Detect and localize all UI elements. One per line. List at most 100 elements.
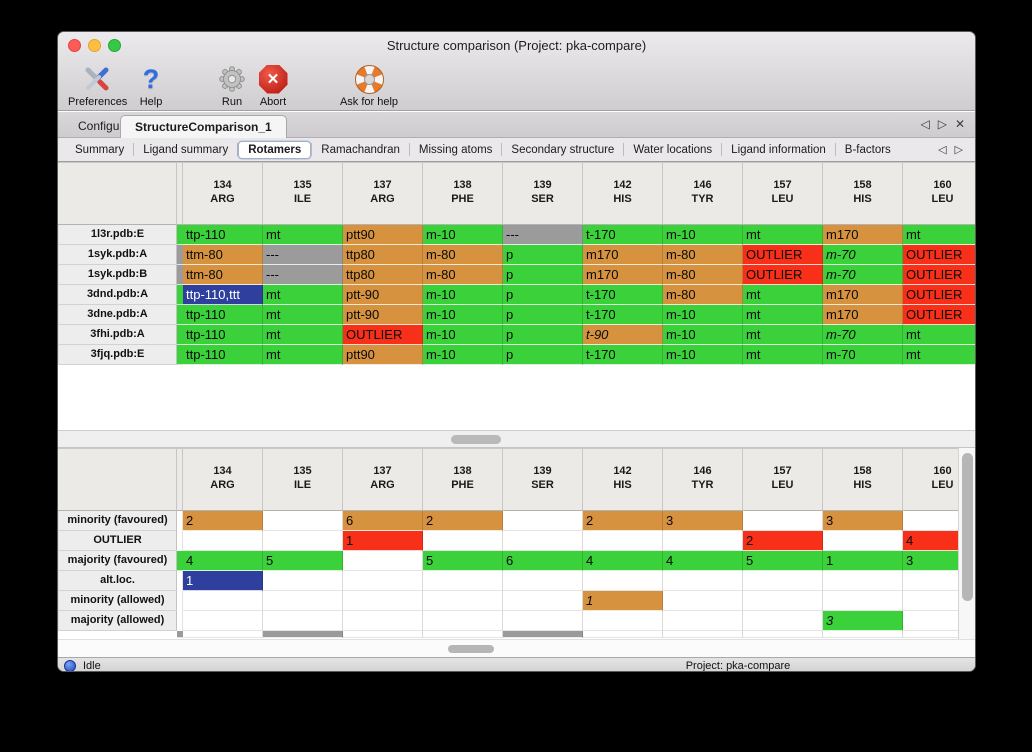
rotamer-cell[interactable]: ttm-80 <box>183 265 263 285</box>
count-cell[interactable] <box>183 591 263 611</box>
count-cell[interactable]: 1 <box>183 571 263 591</box>
rotamer-cell[interactable]: ptt-90 <box>343 305 423 325</box>
count-cell[interactable] <box>663 611 743 631</box>
rotamer-cell[interactable]: OUTLIER <box>903 245 975 265</box>
rotamer-cell[interactable]: m-70 <box>823 325 903 345</box>
rotamer-cell[interactable]: m-70 <box>823 345 903 365</box>
rotamer-cell[interactable]: m-10 <box>423 345 503 365</box>
count-cell[interactable] <box>903 511 975 531</box>
count-cell[interactable] <box>263 631 343 638</box>
rotamer-cell[interactable]: ptt-90 <box>343 285 423 305</box>
rotamer-cell[interactable]: m-80 <box>423 245 503 265</box>
rotamer-cell[interactable]: p <box>503 345 583 365</box>
count-cell[interactable] <box>263 611 343 631</box>
count-cell[interactable] <box>423 531 503 551</box>
count-cell[interactable]: 6 <box>343 511 423 531</box>
count-cell[interactable] <box>663 591 743 611</box>
rotamer-cell[interactable]: m-70 <box>823 245 903 265</box>
count-cell[interactable] <box>423 631 503 638</box>
run-button[interactable]: Run <box>210 63 254 109</box>
count-cell[interactable] <box>743 631 823 638</box>
count-cell[interactable]: 3 <box>823 611 903 631</box>
count-cell[interactable] <box>503 591 583 611</box>
horizontal-scrollbar-thumb[interactable] <box>448 645 494 653</box>
count-cell[interactable] <box>903 571 975 591</box>
subtab-ligand-information[interactable]: Ligand information <box>731 143 826 156</box>
count-cell[interactable] <box>423 591 503 611</box>
count-cell[interactable] <box>503 611 583 631</box>
rotamer-cell[interactable]: ptt90 <box>343 345 423 365</box>
count-cell[interactable]: 4 <box>903 531 975 551</box>
count-cell[interactable] <box>823 591 903 611</box>
count-cell[interactable]: 5 <box>743 551 823 571</box>
rotamer-cell[interactable]: m-10 <box>663 225 743 245</box>
rotamer-cell[interactable]: m-10 <box>663 325 743 345</box>
count-cell[interactable]: 5 <box>423 551 503 571</box>
row-label[interactable]: majority (allowed) <box>58 611 177 631</box>
count-cell[interactable]: 4 <box>183 551 263 571</box>
row-label[interactable]: alt.loc. <box>58 571 177 591</box>
rotamer-cell[interactable]: t-170 <box>583 285 663 305</box>
count-cell[interactable]: 2 <box>583 511 663 531</box>
count-cell[interactable] <box>503 631 583 638</box>
count-cell[interactable]: 2 <box>183 511 263 531</box>
rotamer-cell[interactable]: p <box>503 245 583 265</box>
rotamer-cell[interactable]: mt <box>743 345 823 365</box>
rotamer-cell[interactable]: mt <box>263 285 343 305</box>
rotamer-cell[interactable]: m-80 <box>423 265 503 285</box>
rotamer-cell[interactable]: OUTLIER <box>743 245 823 265</box>
count-cell[interactable] <box>343 631 423 638</box>
rotamer-cell[interactable]: mt <box>903 325 975 345</box>
rotamer-cell[interactable]: m170 <box>823 225 903 245</box>
help-button[interactable]: ? Help <box>130 63 172 109</box>
rotamer-cell[interactable]: OUTLIER <box>743 265 823 285</box>
rotamer-cell[interactable]: ttm-80 <box>183 245 263 265</box>
abort-button[interactable]: ✕ Abort <box>250 63 296 109</box>
count-cell[interactable] <box>343 611 423 631</box>
row-label[interactable]: 1syk.pdb:B <box>58 265 177 285</box>
rotamer-cell[interactable]: mt <box>743 305 823 325</box>
rotamer-cell[interactable]: mt <box>263 325 343 345</box>
rotamer-cell[interactable]: OUTLIER <box>903 265 975 285</box>
zoom-window-button[interactable] <box>108 39 121 52</box>
rotamer-cell[interactable]: ttp-110 <box>183 325 263 345</box>
rotamer-cell[interactable]: m-10 <box>423 325 503 345</box>
rotamer-cell[interactable]: ttp-110 <box>183 305 263 325</box>
count-cell[interactable] <box>503 571 583 591</box>
count-cell[interactable]: 3 <box>663 511 743 531</box>
rotamer-cell[interactable]: ttp80 <box>343 245 423 265</box>
count-cell[interactable]: 3 <box>823 511 903 531</box>
rotamer-cell[interactable]: p <box>503 285 583 305</box>
rotamer-cell[interactable]: p <box>503 325 583 345</box>
rotamer-cell[interactable]: mt <box>263 305 343 325</box>
rotamer-cell[interactable]: --- <box>263 265 343 285</box>
rotamer-cell[interactable]: m170 <box>823 305 903 325</box>
count-cell[interactable]: 2 <box>743 531 823 551</box>
rotamer-cell[interactable]: m-80 <box>663 285 743 305</box>
row-label[interactable]: OUTLIER <box>58 531 177 551</box>
tab-close-icon[interactable]: ✕ <box>954 117 965 131</box>
row-label[interactable]: 3dnd.pdb:A <box>58 285 177 305</box>
preferences-button[interactable]: Preferences <box>68 63 127 109</box>
rotamer-cell[interactable]: m-10 <box>423 285 503 305</box>
rotamer-cell[interactable]: OUTLIER <box>903 285 975 305</box>
count-cell[interactable] <box>903 591 975 611</box>
count-cell[interactable]: 1 <box>343 531 423 551</box>
rotamer-cell[interactable]: m-10 <box>663 345 743 365</box>
rotamer-cell[interactable]: --- <box>503 225 583 245</box>
rotamer-cell[interactable]: p <box>503 305 583 325</box>
count-cell[interactable] <box>663 531 743 551</box>
rotamer-cell[interactable]: m-70 <box>823 265 903 285</box>
row-label[interactable]: majority (favoured) <box>58 551 177 571</box>
count-cell[interactable] <box>423 611 503 631</box>
count-cell[interactable]: 3 <box>903 551 975 571</box>
rotamer-cell[interactable]: t-170 <box>583 225 663 245</box>
pane-splitter[interactable] <box>58 430 975 448</box>
row-label[interactable]: minority (allowed) <box>58 591 177 611</box>
count-cell[interactable] <box>343 551 423 571</box>
subtab-scroll-right-icon[interactable]: ▷ <box>954 144 963 156</box>
vertical-scrollbar[interactable] <box>958 448 975 639</box>
rotamer-cell[interactable]: m170 <box>823 285 903 305</box>
count-cell[interactable] <box>503 531 583 551</box>
tab-scroll-left-icon[interactable]: ◁ <box>920 117 930 131</box>
